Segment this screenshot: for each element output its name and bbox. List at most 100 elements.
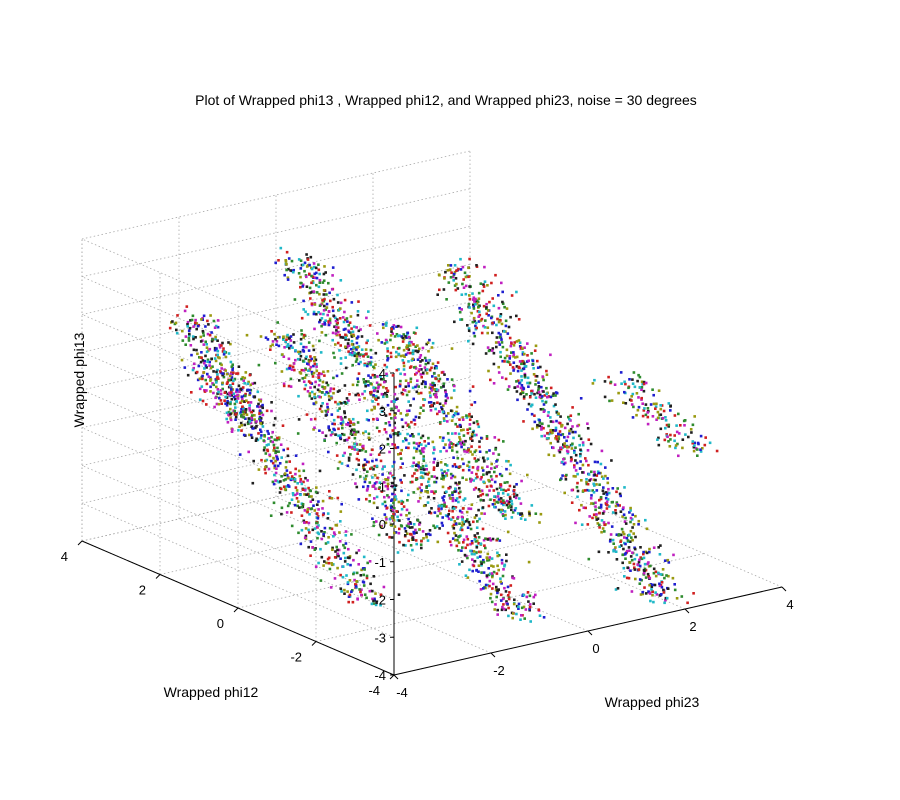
data-point (507, 385, 511, 388)
data-point (507, 614, 510, 618)
data-point (652, 571, 656, 575)
data-point (371, 517, 374, 520)
data-point (342, 551, 346, 555)
data-point (497, 365, 500, 369)
data-point (526, 354, 529, 357)
data-point (227, 413, 230, 417)
data-point (393, 413, 396, 417)
data-point (318, 292, 321, 296)
data-point (297, 394, 300, 398)
data-point (344, 318, 347, 322)
data-point (237, 365, 241, 368)
data-point (238, 390, 241, 394)
data-point (604, 496, 608, 500)
data-point (308, 392, 312, 395)
data-point (660, 585, 664, 589)
data-point (244, 394, 247, 398)
data-point (521, 353, 525, 356)
data-point (378, 481, 382, 484)
data-point (585, 488, 589, 492)
data-point (420, 443, 423, 446)
data-point (304, 527, 308, 530)
data-point (534, 396, 538, 399)
data-point (593, 473, 597, 476)
data-point (354, 433, 357, 436)
data-point (451, 505, 455, 509)
data-point (229, 412, 232, 416)
data-point (632, 532, 635, 535)
data-point (542, 390, 545, 393)
data-point (508, 484, 512, 488)
data-point (192, 325, 195, 328)
data-point (458, 509, 462, 513)
data-point (382, 385, 385, 389)
data-point (236, 388, 239, 392)
data-point (433, 480, 436, 484)
data-point (547, 453, 551, 457)
data-point (490, 572, 494, 575)
data-point (255, 424, 258, 428)
data-point (598, 483, 601, 486)
data-point (398, 527, 401, 531)
data-point (469, 507, 473, 511)
data-point (368, 361, 372, 365)
data-point (430, 366, 433, 370)
data-point (636, 379, 639, 383)
data-point (285, 338, 288, 341)
data-point (602, 477, 605, 480)
data-point (505, 354, 509, 358)
data-point (561, 460, 564, 464)
data-point (614, 504, 618, 508)
data-point (257, 405, 261, 409)
data-point (336, 293, 339, 297)
data-point (304, 357, 308, 360)
data-point (461, 418, 465, 421)
data-point (409, 377, 413, 381)
data-point (497, 306, 501, 310)
data-point (422, 468, 426, 471)
data-point (470, 403, 473, 407)
data-point (280, 456, 283, 459)
data-point (542, 378, 545, 382)
data-point (234, 415, 238, 419)
data-point (408, 511, 411, 515)
data-point (403, 389, 407, 392)
point-cluster (168, 305, 401, 607)
data-point (454, 538, 457, 542)
data-point (404, 385, 408, 388)
x-tick (587, 630, 593, 636)
data-point (310, 397, 314, 400)
point-cluster (356, 321, 543, 524)
data-point (596, 460, 599, 464)
data-point (652, 567, 656, 571)
data-point (633, 557, 637, 561)
data-point (640, 380, 644, 384)
data-point (309, 381, 312, 385)
data-point (649, 599, 652, 603)
data-point (471, 320, 475, 324)
data-point (286, 454, 290, 458)
data-point (640, 396, 643, 400)
data-point (302, 469, 306, 473)
data-point (648, 592, 652, 595)
data-point (404, 335, 407, 338)
data-point (305, 345, 308, 349)
data-point (334, 433, 337, 436)
data-point (359, 590, 362, 594)
data-point (632, 405, 635, 409)
data-point (453, 264, 457, 267)
data-point (329, 433, 333, 437)
data-point (542, 410, 546, 413)
data-point (586, 422, 589, 425)
data-point (466, 526, 470, 529)
data-point (285, 469, 289, 472)
data-point (547, 411, 550, 414)
data-point (365, 316, 368, 320)
data-point (239, 410, 243, 414)
data-point (324, 308, 327, 311)
data-point (357, 345, 361, 348)
data-point (366, 364, 369, 368)
data-point (369, 467, 372, 471)
data-point (221, 381, 224, 385)
data-point (407, 390, 411, 393)
